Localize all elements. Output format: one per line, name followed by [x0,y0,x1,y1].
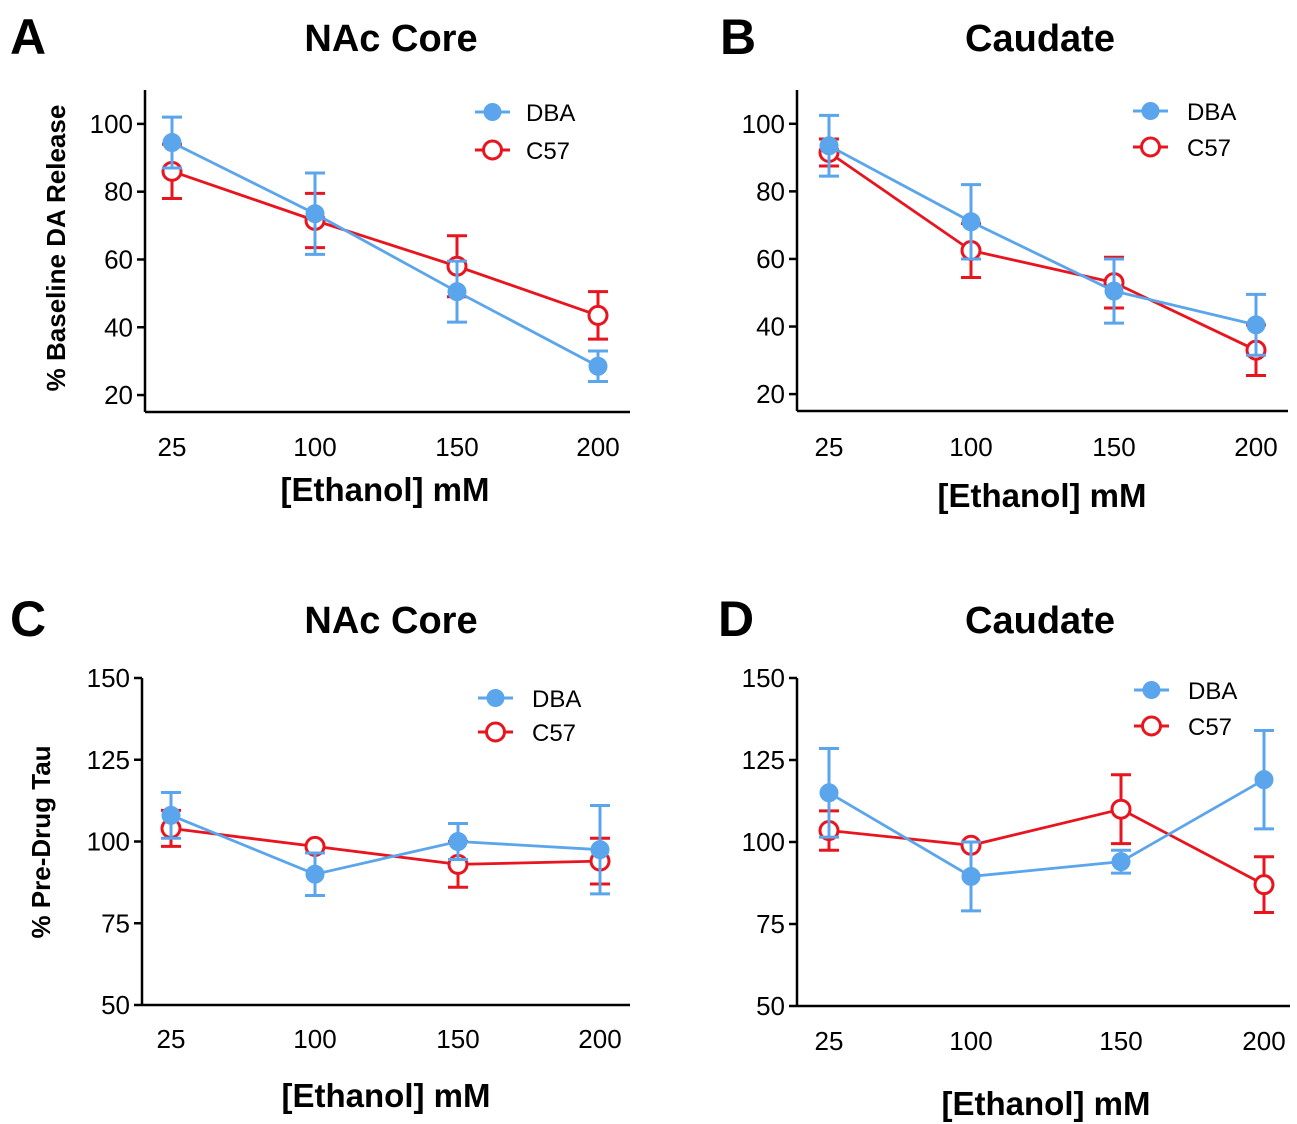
data-point-c57 [587,304,609,326]
data-point-dba [448,832,468,851]
panel-c: C NAc Core % Pre-Drug Tau [Ethanol] mM 5… [10,591,630,1114]
data-point-dba [1104,281,1124,301]
legend-marker-dba [483,103,502,121]
panel-a: A NAc Core % Baseline DA Release [Ethano… [10,9,630,508]
panel-letter: B [720,9,756,65]
y-tick-label: 100 [87,827,130,857]
x-tick-label: 150 [1099,1026,1142,1056]
data-point-dba [590,840,610,860]
y-tick-label: 20 [104,380,133,410]
y-tick-label: 40 [756,312,785,342]
panel-title: NAc Core [304,600,477,642]
x-tick-label: 100 [293,432,336,462]
y-tick-label: 100 [90,109,133,139]
panel-title: NAc Core [304,18,477,60]
data-point-dba [819,136,839,156]
series-line-dba [828,144,1257,327]
x-tick-label: 150 [435,432,478,462]
panel-title: Caudate [965,18,1115,60]
data-point-dba [1254,770,1274,790]
x-tick-label: 150 [1092,432,1135,462]
data-point-dba [161,805,181,825]
legend-marker-dba [1141,102,1160,120]
data-point-dba [819,783,839,803]
x-tick-label: 200 [1234,432,1277,462]
y-tick-label: 60 [104,244,133,274]
y-tick-label: 80 [756,176,785,206]
data-point-dba [1111,852,1131,872]
y-tick-label: 75 [101,908,130,938]
x-tick-label: 25 [815,432,844,462]
y-tick-label: 100 [742,109,785,139]
legend-label-dba: DBA [1188,678,1237,705]
legend-marker-c57 [485,721,506,743]
data-point-c57 [1110,798,1132,820]
y-tick-label: 125 [742,745,785,775]
y-tick-label: 150 [87,663,130,693]
legend-label-dba: DBA [526,100,575,127]
x-tick-label: 100 [949,432,992,462]
x-tick-label: 25 [158,432,187,462]
x-axis-title: [Ethanol] mM [281,471,490,508]
data-point-dba [588,356,608,376]
y-tick-label: 150 [742,663,785,693]
x-axis-title: [Ethanol] mM [282,1077,491,1114]
data-point-c57 [1253,874,1275,896]
y-axis-title: % Baseline DA Release [41,105,71,392]
legend-marker-c57 [482,139,503,161]
y-tick-label: 75 [756,909,785,939]
x-tick-label: 100 [293,1024,336,1054]
x-tick-label: 200 [1242,1026,1285,1056]
legend-label-dba: DBA [1187,99,1236,126]
series-line-dba [170,814,601,876]
legend-marker-c57 [1140,136,1161,158]
y-tick-label: 80 [104,177,133,207]
panel-d: D Caudate [Ethanol] mM 50 75 100 125 150 25 10… [718,591,1290,1122]
series-line-dba [171,141,599,368]
data-point-dba [305,864,325,884]
data-point-dba [447,282,467,302]
legend-marker-dba [1142,681,1161,699]
legend-marker-dba [486,689,505,707]
x-tick-label: 100 [949,1026,992,1056]
y-axis-title: % Pre-Drug Tau [26,745,56,938]
y-tick-label: 60 [756,244,785,274]
x-tick-label: 25 [157,1024,186,1054]
panel-letter: A [10,9,46,65]
x-tick-label: 200 [578,1024,621,1054]
legend-label-c57: C57 [532,720,576,747]
data-point-dba [961,866,981,886]
data-point-dba [162,133,182,153]
data-point-dba [1246,315,1266,335]
series-line-dba [828,778,1265,878]
y-tick-label: 50 [756,991,785,1021]
y-tick-label: 40 [104,312,133,342]
legend-label-dba: DBA [532,686,581,713]
panel-title: Caudate [965,600,1115,642]
y-tick-label: 50 [101,990,130,1020]
x-tick-label: 200 [576,432,619,462]
legend-label-c57: C57 [526,138,570,165]
series-line-c57 [828,151,1257,352]
x-axis-title: [Ethanol] mM [938,477,1147,514]
legend-label-c57: C57 [1188,714,1232,741]
y-tick-label: 20 [756,379,785,409]
x-tick-label: 150 [436,1024,479,1054]
series-line-c57 [170,827,601,866]
y-tick-label: 125 [87,745,130,775]
legend-label-c57: C57 [1187,135,1231,162]
x-axis-title: [Ethanol] mM [942,1085,1151,1122]
x-tick-label: 25 [815,1026,844,1056]
data-point-dba [961,212,981,232]
panel-letter: D [718,591,754,647]
y-tick-label: 100 [742,827,785,857]
panel-letter: C [10,591,46,647]
legend-marker-c57 [1141,715,1162,737]
series-line-c57 [171,170,599,317]
panel-b: B Caudate [Ethanol] mM 20 40 60 80 100 25 100 1… [720,9,1288,514]
series-line-c57 [828,807,1265,886]
data-point-dba [305,204,325,224]
